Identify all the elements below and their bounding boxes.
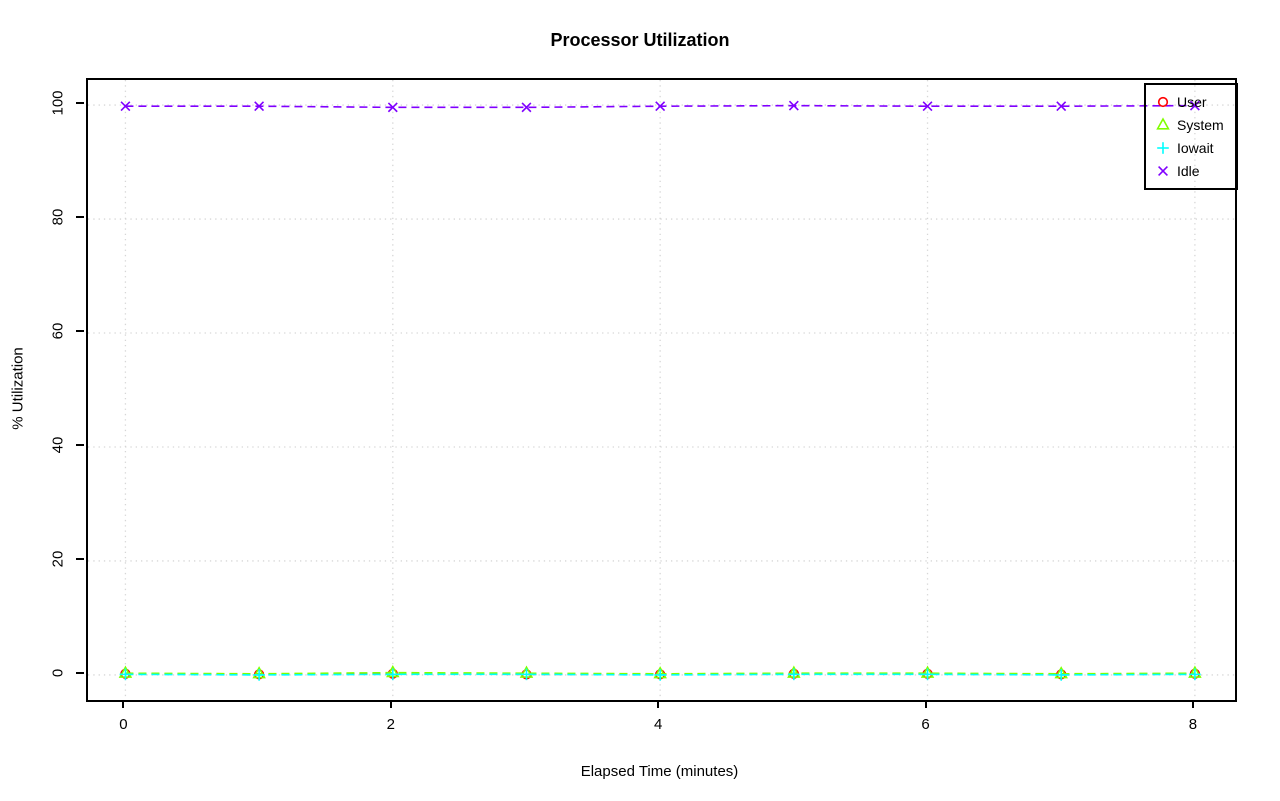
y-axis-tick [76,102,84,105]
marker-x [788,100,799,111]
marker-x [521,102,532,113]
x-axis-tick [122,700,125,708]
x-axis-tick [1191,700,1194,708]
marker-x [922,101,933,112]
y-axis-label: % Utilization [9,347,27,430]
y-axis-tick [76,216,84,219]
legend-marker-triangle-icon [1156,116,1170,130]
legend-label: System [1177,116,1224,133]
x-axis-tick-label: 8 [1188,716,1198,733]
legend-label: Idle [1177,162,1200,179]
marker-x [655,101,666,112]
y-axis-tick-label: 60 [49,322,67,340]
x-axis-label: Elapsed Time (minutes) [580,763,739,780]
plot-area [86,78,1237,702]
y-axis-tick-label: 0 [49,668,67,678]
legend-item-iowait: Iowait [1154,136,1230,159]
legend-item-system: System [1154,113,1230,136]
x-axis-tick [924,700,927,708]
x-axis-tick-label: 6 [921,716,930,733]
legend-label: Iowait [1177,139,1214,156]
y-axis-tick [76,671,84,674]
legend-marker-plus-icon [1157,141,1169,154]
plot-canvas [88,80,1235,700]
legend-marker-circle-icon [1157,96,1169,107]
y-axis-tick-label: 40 [49,436,67,454]
chart-title: Processor Utilization [550,30,730,50]
marker-x [1056,101,1067,112]
y-axis-tick [76,557,84,560]
marker-x [1189,100,1200,111]
y-axis-tick-label: 100 [49,90,67,116]
x-axis-tick [657,700,660,708]
y-axis-tick [76,443,84,446]
x-axis-tick-label: 2 [386,716,395,733]
x-axis-tick-label: 0 [119,716,128,733]
marker-x [254,101,265,112]
legend-marker-x-icon [1158,165,1168,176]
y-axis-tick [76,330,84,332]
y-axis-tick-label: 20 [49,550,67,568]
marker-x [387,102,398,113]
x-axis-tick-label: 4 [653,716,663,733]
legend: User System Iowait Idle [1144,83,1238,190]
x-axis-tick [389,700,392,708]
legend-label: User [1177,93,1207,110]
legend-item-user: User [1154,90,1230,113]
y-axis-tick-label: 80 [49,208,67,226]
marker-x [120,101,131,112]
legend-item-idle: Idle [1154,159,1230,182]
